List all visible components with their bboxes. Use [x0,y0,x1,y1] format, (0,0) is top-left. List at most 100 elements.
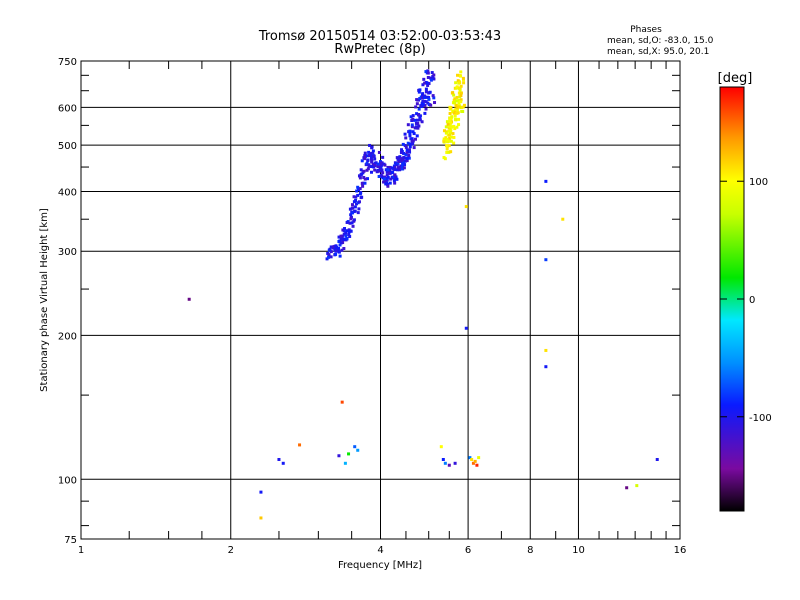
echo-point [457,101,461,105]
echo-point [355,189,359,193]
echo-point [370,159,374,163]
echo-point [415,102,419,106]
echo-point [277,457,281,461]
echo-point [373,157,377,161]
echo-point [358,192,362,196]
colorbar-label: [deg] [718,71,753,86]
echo-point [365,177,369,181]
echo-point [353,445,357,449]
echo-point [344,234,348,238]
x-tick-label: 16 [674,545,687,556]
colorbar-ticks: 100 0 -100 [720,177,772,424]
echo-point [357,200,361,204]
echo-point [354,195,358,199]
echo-point [420,120,424,124]
echo-point [423,81,427,85]
echo-point [471,461,475,465]
echo-point [393,173,397,177]
echo-point [341,228,345,232]
echo-point [458,81,462,85]
echo-point [464,205,468,209]
echo-point [383,163,387,167]
echo-point [452,124,456,128]
echo-point [365,168,369,172]
echo-point [444,136,448,140]
echo-point [377,175,381,179]
echo-point [399,164,403,168]
echo-point [405,150,409,154]
echo-point [368,153,372,157]
echo-point [384,168,388,172]
echo-point [442,137,446,141]
echo-point [419,104,423,108]
colorbar-tick-label: -100 [749,413,772,424]
echo-point [348,207,352,211]
echo-point [445,150,449,154]
echo-point [377,150,381,154]
echo-point [445,120,449,124]
echo-point [414,121,418,125]
echo-point [454,118,458,122]
echo-point [454,81,458,85]
echo-point [358,176,362,180]
echo-point [388,169,392,173]
echo-point [357,207,361,211]
echo-point [459,84,463,88]
echo-point [452,135,456,139]
echo-point [360,159,364,163]
echo-point [385,181,389,185]
echo-point [457,99,461,103]
echo-point [468,456,472,460]
echo-point [360,181,364,185]
echo-point [433,101,437,105]
x-tick-label: 6 [465,545,471,556]
echo-point [354,198,358,202]
echo-point [399,151,403,155]
echo-point [475,463,479,467]
echo-point [404,136,408,140]
echo-point [397,160,401,164]
echo-point [356,211,360,215]
echo-point [429,78,433,82]
x-tick-label: 10 [572,545,585,556]
echo-point [424,90,428,94]
echo-point [461,110,465,114]
echo-point [428,90,432,94]
echo-point [402,155,406,159]
echo-point [453,127,457,131]
echo-point [353,205,357,209]
echo-point [355,202,359,206]
echo-point [386,184,390,188]
echo-point [325,257,329,261]
echo-point [351,224,355,228]
echo-point [371,162,375,166]
plot-frame [80,60,681,540]
echo-point [360,195,364,199]
echo-point [442,156,446,160]
echo-point [449,150,453,154]
echo-point [386,168,390,172]
echo-point [345,237,349,241]
echo-point [187,297,191,301]
echo-point [425,95,429,99]
echo-point [363,151,367,155]
echo-point [417,124,421,128]
echo-point [348,234,352,238]
echo-point [349,229,353,233]
x-tick-label: 4 [377,545,383,556]
echo-point [431,94,435,98]
echo-point [457,117,461,121]
echo-point [363,181,367,185]
x-tick-label: 8 [527,545,533,556]
echo-point [454,107,458,111]
echo-point [401,158,405,162]
echo-point [459,91,463,95]
echo-point [409,115,413,119]
echo-point [339,241,343,245]
echo-point [448,123,452,127]
echo-point [356,185,360,189]
echo-point [338,254,342,258]
echo-point [455,95,459,99]
echo-point [447,463,451,467]
echo-point [450,115,454,119]
